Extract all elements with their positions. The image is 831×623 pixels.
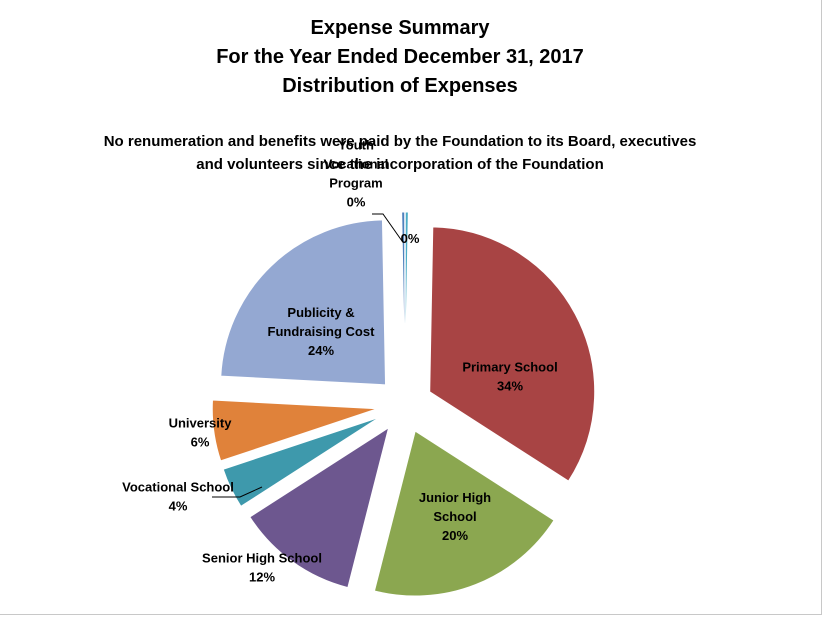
pie-chart: Primary School 34% Junior High School 20% Sen…: [122, 138, 596, 597]
leader-line-youth-vocational-program: [372, 213, 403, 242]
data-label-youth-vocational-program: Youth Vocational Program 0%: [324, 138, 389, 210]
pie-slice-unlabeled: [404, 211, 409, 378]
chart-title-line-3: Distribution of Expenses: [282, 75, 518, 97]
chart-title-line-2: For the Year Ended December 31, 2017: [216, 46, 584, 68]
pie-slice-publicity-fundraising-cost: [220, 219, 387, 386]
chart-title: Expense Summary For the Year Ended Decem…: [0, 14, 800, 101]
leader-line-vocational-school: [212, 486, 263, 498]
data-label-primary-school: Primary School 34%: [462, 360, 557, 394]
pie-slice-youth-vocational-program: [401, 211, 406, 378]
chart-subtitle: No renumeration and benefits were paid b…: [0, 130, 800, 176]
pie-slice-vocational-school: [222, 416, 381, 508]
data-label-junior-high-school: Junior High School 20%: [419, 490, 491, 543]
data-label-senior-high-school: Senior High School 12%: [202, 551, 322, 585]
pie-slice-university: [211, 399, 378, 462]
data-label-vocational-school: Vocational School 4%: [122, 480, 234, 514]
chart-title-line-1: Expense Summary: [310, 17, 490, 39]
pie-slice-senior-high-school: [249, 426, 390, 589]
data-label-unlabeled-slice: 0%: [401, 231, 420, 246]
chart-subtitle-line-1: No renumeration and benefits were paid b…: [103, 133, 697, 150]
data-label-university: University 6%: [169, 416, 233, 450]
chart-subtitle-line-2: and volunteers since the incorporation o…: [196, 156, 604, 173]
pie-slice-junior-high-school: [373, 430, 555, 597]
data-label-publicity-fundraising-cost: Publicity & Fundraising Cost 24%: [268, 305, 376, 358]
pie-slice-primary-school: [429, 226, 596, 482]
chart-area: Expense Summary For the Year Ended Decem…: [0, 0, 822, 615]
